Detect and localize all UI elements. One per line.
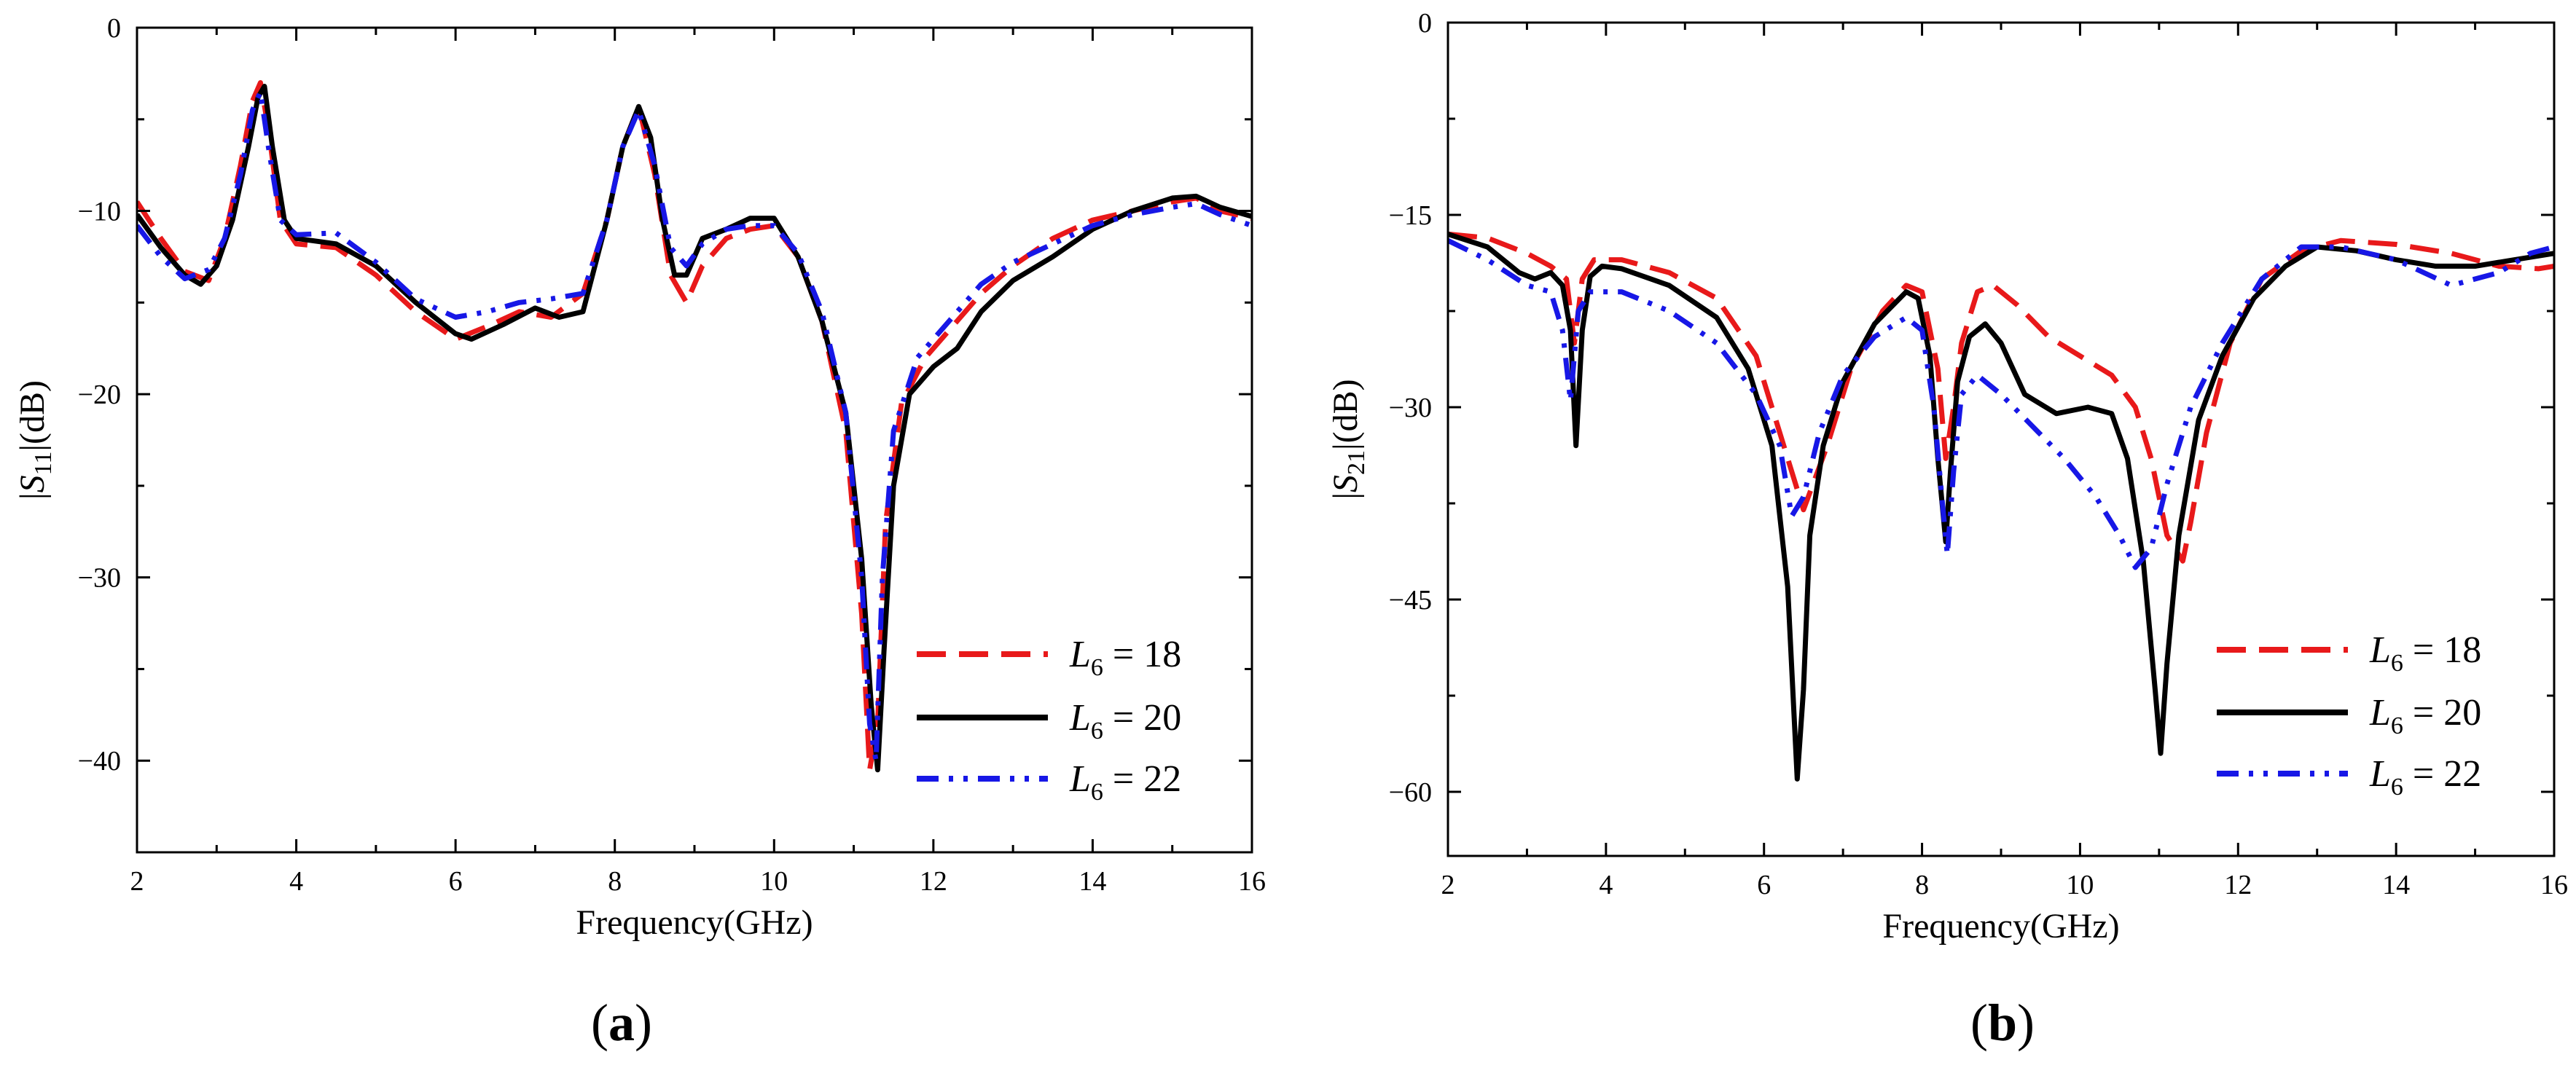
legend-label: L6 = 22 (1069, 758, 1181, 806)
y-tick-label: −20 (78, 380, 121, 410)
legend-label: L6 = 22 (2369, 753, 2481, 801)
y-tick-label: 0 (107, 13, 121, 44)
x-tick-label: 8 (1915, 870, 1929, 900)
series-line-L6_20 (137, 84, 1252, 773)
series-line-L6_22 (1448, 238, 2554, 570)
x-tick-label: 12 (920, 866, 947, 897)
y-tick-label: −40 (78, 746, 121, 777)
x-tick-label: 14 (1078, 866, 1106, 897)
x-axis-label: Frequency(GHz) (576, 903, 813, 942)
x-tick-label: 2 (1441, 870, 1455, 900)
x-tick-label: 16 (1238, 866, 1266, 897)
panel-a: 2 4 6 8 10 12 14 16 0 −10 −20 −30 −40 Frequency(GHz) |… (13, 13, 1266, 1052)
y-tick-label: −30 (78, 563, 121, 594)
series-line-L6_20 (1448, 232, 2554, 782)
x-tick-label: 16 (2540, 870, 2568, 900)
y-tick-label: −45 (1389, 585, 1432, 616)
y-tick-label: −30 (1389, 393, 1432, 423)
y-axis-label: |S21|(dB) (1326, 379, 1370, 499)
x-tick-label: 4 (1599, 870, 1613, 900)
panel-label: (a) (591, 994, 652, 1052)
x-axis-label: Frequency(GHz) (1882, 907, 2119, 946)
y-tick-label: 0 (1418, 8, 1432, 39)
x-tick-label: 4 (289, 866, 303, 897)
x-tick-label: 14 (2382, 870, 2410, 900)
x-tick-label: 10 (2066, 870, 2094, 900)
legend-label: L6 = 20 (1069, 697, 1181, 744)
legend-label: L6 = 18 (2369, 629, 2481, 677)
x-tick-label: 8 (608, 866, 622, 897)
legend-label: L6 = 18 (1069, 634, 1181, 681)
x-tick-label: 6 (449, 866, 463, 897)
x-tick-label: 2 (130, 866, 144, 897)
panel-b: 2 4 6 8 10 12 14 16 0 −15 −30 −45 −60 Frequency(GHz) |… (1326, 8, 2568, 1052)
panel-label: (b) (1970, 994, 2035, 1052)
y-tick-label: −60 (1389, 777, 1432, 808)
x-tick-label: 10 (760, 866, 788, 897)
x-tick-label: 6 (1757, 870, 1771, 900)
x-tick-label: 12 (2224, 870, 2252, 900)
y-axis-label: |S11|(dB) (13, 380, 57, 500)
y-tick-label: −15 (1389, 200, 1432, 231)
legend-label: L6 = 20 (2369, 692, 2481, 739)
series-line-L6_22 (137, 89, 1252, 763)
y-tick-label: −10 (78, 197, 121, 227)
